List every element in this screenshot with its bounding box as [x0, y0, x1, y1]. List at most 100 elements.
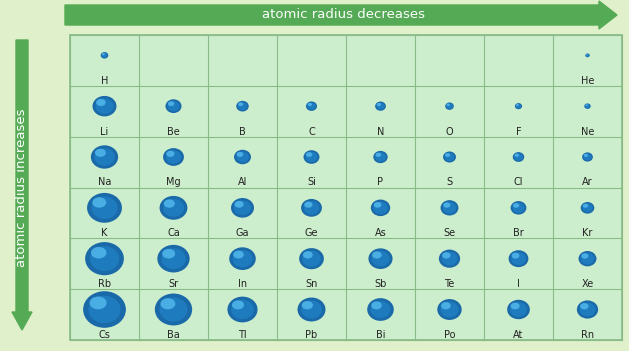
Ellipse shape: [304, 201, 313, 208]
Text: Cl: Cl: [514, 177, 523, 187]
Ellipse shape: [507, 300, 530, 319]
Ellipse shape: [157, 245, 190, 272]
Ellipse shape: [168, 101, 174, 106]
Text: atomic radius increases: atomic radius increases: [16, 108, 28, 267]
Ellipse shape: [443, 152, 456, 163]
Ellipse shape: [231, 300, 254, 319]
Ellipse shape: [579, 251, 596, 266]
Ellipse shape: [238, 102, 247, 110]
Ellipse shape: [447, 104, 450, 106]
Text: Ne: Ne: [581, 127, 594, 137]
Ellipse shape: [91, 247, 106, 258]
Ellipse shape: [228, 297, 257, 323]
Ellipse shape: [445, 153, 450, 157]
Ellipse shape: [511, 201, 526, 214]
Ellipse shape: [304, 150, 320, 164]
Ellipse shape: [238, 102, 243, 106]
Ellipse shape: [92, 96, 116, 117]
Ellipse shape: [513, 203, 525, 213]
Ellipse shape: [89, 296, 121, 323]
Ellipse shape: [92, 197, 106, 208]
Text: At: At: [513, 330, 524, 340]
Ellipse shape: [308, 102, 316, 110]
Ellipse shape: [229, 247, 256, 270]
Ellipse shape: [582, 152, 593, 161]
Ellipse shape: [581, 253, 594, 264]
Ellipse shape: [306, 152, 318, 162]
Ellipse shape: [443, 203, 450, 208]
Ellipse shape: [302, 301, 313, 309]
Ellipse shape: [163, 148, 184, 166]
Text: B: B: [239, 127, 246, 137]
Ellipse shape: [96, 99, 106, 106]
Ellipse shape: [96, 99, 113, 114]
Ellipse shape: [585, 104, 590, 108]
FancyArrow shape: [65, 1, 617, 29]
Ellipse shape: [581, 253, 588, 259]
Text: H: H: [101, 76, 108, 86]
Ellipse shape: [445, 153, 454, 161]
Ellipse shape: [301, 199, 322, 217]
Ellipse shape: [377, 103, 381, 106]
Ellipse shape: [237, 101, 248, 112]
Text: Te: Te: [444, 279, 455, 289]
Ellipse shape: [306, 101, 317, 111]
Ellipse shape: [375, 101, 386, 111]
Ellipse shape: [102, 53, 108, 58]
Ellipse shape: [582, 204, 588, 208]
Ellipse shape: [83, 291, 126, 328]
Ellipse shape: [442, 252, 457, 265]
Ellipse shape: [510, 302, 527, 317]
Ellipse shape: [299, 248, 324, 269]
Ellipse shape: [515, 103, 522, 109]
Ellipse shape: [370, 301, 391, 318]
Ellipse shape: [304, 201, 320, 214]
Ellipse shape: [509, 250, 528, 267]
Ellipse shape: [372, 251, 382, 259]
Ellipse shape: [89, 297, 107, 309]
Text: As: As: [375, 228, 386, 238]
Ellipse shape: [513, 152, 524, 162]
Text: Rb: Rb: [98, 279, 111, 289]
Text: Bi: Bi: [376, 330, 385, 340]
Ellipse shape: [235, 201, 243, 208]
Ellipse shape: [165, 150, 181, 164]
Ellipse shape: [374, 202, 381, 208]
Text: Se: Se: [443, 228, 455, 238]
Ellipse shape: [511, 303, 520, 309]
Text: Kr: Kr: [582, 228, 593, 238]
Ellipse shape: [372, 251, 389, 266]
Text: Sn: Sn: [305, 279, 318, 289]
Ellipse shape: [160, 196, 187, 220]
Ellipse shape: [446, 104, 453, 109]
Ellipse shape: [301, 300, 322, 318]
Ellipse shape: [577, 300, 598, 319]
Ellipse shape: [584, 104, 591, 109]
Text: Ge: Ge: [304, 228, 318, 238]
Ellipse shape: [367, 298, 394, 321]
Ellipse shape: [514, 153, 523, 161]
Text: C: C: [308, 127, 315, 137]
Text: Rn: Rn: [581, 330, 594, 340]
Text: Br: Br: [513, 228, 524, 238]
Text: In: In: [238, 279, 247, 289]
Ellipse shape: [516, 104, 519, 106]
Ellipse shape: [162, 249, 175, 259]
Ellipse shape: [369, 249, 392, 269]
Ellipse shape: [308, 103, 312, 106]
Ellipse shape: [162, 248, 186, 269]
Ellipse shape: [580, 303, 589, 310]
Ellipse shape: [234, 150, 251, 164]
Text: Tl: Tl: [238, 330, 247, 340]
Ellipse shape: [371, 302, 382, 309]
Text: Sr: Sr: [169, 279, 179, 289]
Ellipse shape: [377, 103, 384, 110]
Text: Po: Po: [443, 330, 455, 340]
Ellipse shape: [237, 152, 243, 157]
Text: Mg: Mg: [166, 177, 181, 187]
Ellipse shape: [375, 152, 386, 161]
Ellipse shape: [90, 246, 119, 271]
Text: P: P: [377, 177, 384, 187]
Ellipse shape: [236, 152, 249, 163]
Text: I: I: [517, 279, 520, 289]
